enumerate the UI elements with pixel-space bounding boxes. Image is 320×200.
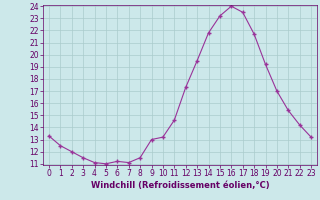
- X-axis label: Windchill (Refroidissement éolien,°C): Windchill (Refroidissement éolien,°C): [91, 181, 269, 190]
